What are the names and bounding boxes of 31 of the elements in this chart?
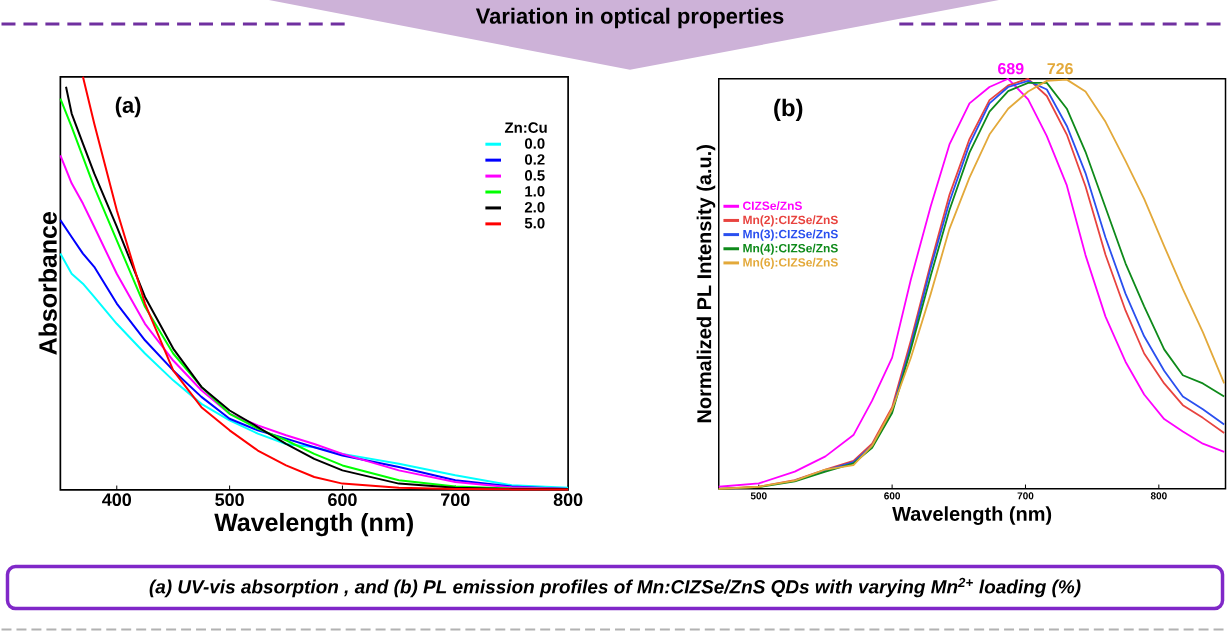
x-tick-label: 500	[750, 492, 767, 500]
x-tick-label: 600	[884, 492, 901, 500]
x-axis-title: Wavelength (nm)	[892, 506, 1052, 525]
legend-label: 0.5	[524, 169, 545, 181]
legend-label: CIZSe/ZnS	[743, 200, 802, 210]
legend-label: Mn(2):CIZSe/ZnS	[743, 215, 838, 227]
y-axis-title: Normalized PL Intensity (a.u.)	[696, 144, 716, 422]
y-axis-title: Absorbance	[38, 211, 57, 355]
legend-label: 1.0	[525, 185, 545, 197]
x-tick-label: 700	[1017, 492, 1034, 500]
x-axis-title: Wavelength (nm)	[214, 512, 413, 537]
legend-label: Mn(6):CIZSe/ZnS	[743, 257, 838, 269]
annotation: (b)	[774, 98, 803, 121]
text: Variation in optical properties	[475, 7, 784, 28]
legend-label: 5.0	[524, 217, 545, 229]
x-tick-label: 800	[1150, 492, 1167, 500]
x-tick-label: 800	[553, 493, 583, 506]
x-tick-label: 500	[215, 493, 244, 506]
legend-label: Mn(3):CIZSe/ZnS	[743, 229, 838, 241]
x-tick-label: 600	[328, 493, 357, 506]
legend-label: 0.0	[524, 138, 545, 149]
annotation: 726	[1047, 62, 1073, 75]
text: (a) UV-vis absorption , and (b) PL emission profiles of Mn:CIZSe/ZnS QDs with varying Mn$^{2+}$ loading (%)	[149, 577, 1081, 598]
legend-title: Zn:Cu	[504, 122, 547, 133]
annotation: 689	[998, 62, 1024, 75]
legend-label: 2.0	[524, 201, 545, 213]
legend-label: Mn(4):CIZSe/ZnS	[743, 243, 838, 255]
x-tick-label: 400	[102, 493, 132, 506]
x-tick-label: 700	[441, 493, 470, 506]
legend-label: 0.2	[524, 153, 545, 165]
annotation: (a)	[115, 96, 141, 118]
